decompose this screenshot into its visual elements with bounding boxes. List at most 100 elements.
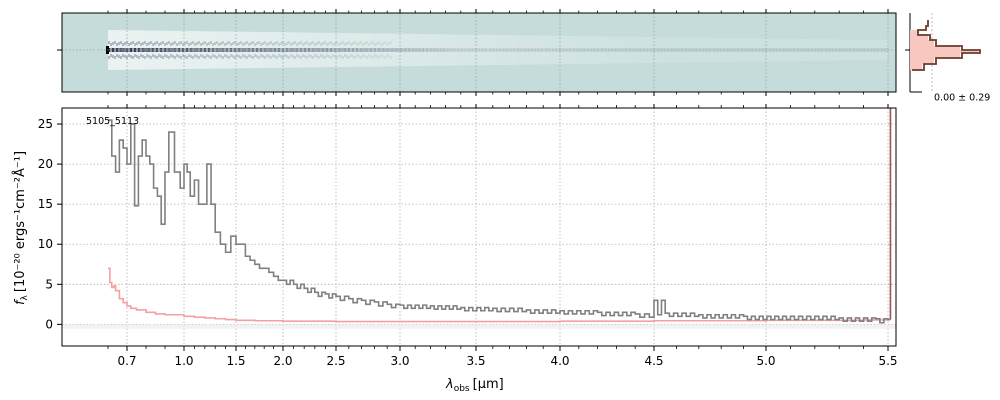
x-tick-label: 3.5 <box>466 354 485 368</box>
trace-lower-wing <box>320 54 322 57</box>
trace-core <box>840 48 842 52</box>
trace-halo <box>633 36 636 64</box>
trace-upper-wing <box>272 43 274 46</box>
main-panel-series <box>108 108 892 324</box>
trace-upper-wing <box>302 43 304 46</box>
trace-halo <box>801 38 804 62</box>
trace-halo <box>717 37 720 63</box>
trace-upper-wing <box>174 41 176 44</box>
trace-upper-wing <box>220 42 222 45</box>
trace-core <box>728 48 730 52</box>
trace-lower-wing <box>352 55 354 58</box>
trace-upper-wing <box>294 41 296 44</box>
trace-upper-wing <box>360 41 362 44</box>
trace-halo <box>315 32 318 68</box>
trace-core <box>812 48 814 52</box>
trace-halo <box>840 39 843 61</box>
trace-halo <box>249 31 252 69</box>
trace-halo <box>651 36 654 64</box>
trace-core <box>662 48 664 52</box>
trace-core <box>452 48 454 52</box>
trace-core <box>260 48 262 52</box>
trace-lower-wing <box>294 56 296 59</box>
trace-halo <box>774 38 777 62</box>
trace-halo <box>150 30 153 70</box>
trace-core <box>700 48 702 52</box>
trace-core <box>750 48 752 52</box>
trace-halo <box>291 32 294 68</box>
trace-halo <box>732 38 735 62</box>
trace-halo <box>693 37 696 63</box>
trace-upper-wing <box>214 42 216 45</box>
trace-core <box>802 48 804 52</box>
trace-upper-wing <box>208 42 210 45</box>
trace-core <box>368 48 370 52</box>
trace-upper-wing <box>298 42 300 45</box>
trace-core <box>218 48 220 52</box>
trace-halo <box>567 35 570 65</box>
trace-upper-wing <box>202 42 204 45</box>
x-axis-title-sub: obs <box>454 384 470 394</box>
trace-core <box>462 48 464 52</box>
trace-lower-wing <box>280 55 282 58</box>
trace-core <box>424 48 426 52</box>
trace-halo <box>357 33 360 67</box>
trace-halo <box>459 34 462 66</box>
trace-lower-wing <box>214 55 216 58</box>
x-tick-label: 5.5 <box>878 354 897 368</box>
trace-core <box>806 48 808 52</box>
trace-lower-wing <box>172 55 174 58</box>
trace-halo <box>549 35 552 65</box>
trace-halo <box>882 39 885 61</box>
upper-panel-ticks <box>57 9 889 96</box>
trace-core <box>848 48 850 52</box>
trace-core <box>322 48 324 52</box>
trace-lower-wing <box>324 56 326 59</box>
trace-core <box>308 48 310 52</box>
trace-halo <box>507 35 510 65</box>
trace-lower-wing <box>344 54 346 57</box>
trace-core <box>340 48 342 52</box>
trace-lower-wing <box>386 54 388 57</box>
trace-core <box>596 48 598 52</box>
trace-lower-wing <box>142 55 144 58</box>
trace-upper-wing <box>344 43 346 46</box>
trace-upper-wing <box>300 41 302 44</box>
trace-lower-wing <box>366 56 368 59</box>
main-1d-spectrum-panel: 0.7 1.0 1.5 2.0 2.5 3.0 3.5 4.0 4.5 5.0 5.5 0 5 10 15 2… <box>38 104 898 368</box>
trace-lower-wing <box>188 54 190 57</box>
trace-core <box>508 48 510 52</box>
trace-upper-wing <box>320 43 322 46</box>
trace-core <box>666 48 668 52</box>
trace-halo <box>462 34 465 66</box>
trace-core <box>154 48 156 52</box>
trace-core <box>196 48 198 52</box>
trace-lower-wing <box>316 55 318 58</box>
trace-core <box>686 48 688 52</box>
trace-upper-wing <box>234 41 236 44</box>
trace-core <box>504 48 506 52</box>
trace-core <box>358 48 360 52</box>
trace-halo <box>654 37 657 63</box>
trace-lower-wing <box>346 55 348 58</box>
trace-halo <box>675 37 678 63</box>
trace-lower-wing <box>234 56 236 59</box>
trace-upper-wing <box>382 42 384 45</box>
trace-core <box>606 48 608 52</box>
trace-upper-wing <box>280 42 282 45</box>
trace-lower-wing <box>322 55 324 58</box>
trace-core <box>680 48 682 52</box>
trace-lower-wing <box>168 56 170 59</box>
trace-core <box>466 48 468 52</box>
trace-upper-wing <box>164 43 166 46</box>
trace-halo <box>714 37 717 63</box>
upper-panel-frame <box>61 12 897 93</box>
trace-upper-wing <box>310 42 312 45</box>
trace-upper-wing <box>132 41 134 44</box>
trace-core <box>172 48 174 52</box>
trace-upper-wing <box>198 41 200 44</box>
trace-core <box>168 48 170 52</box>
trace-core <box>130 48 132 52</box>
trace-halo <box>861 39 864 61</box>
trace-halo <box>231 31 234 69</box>
